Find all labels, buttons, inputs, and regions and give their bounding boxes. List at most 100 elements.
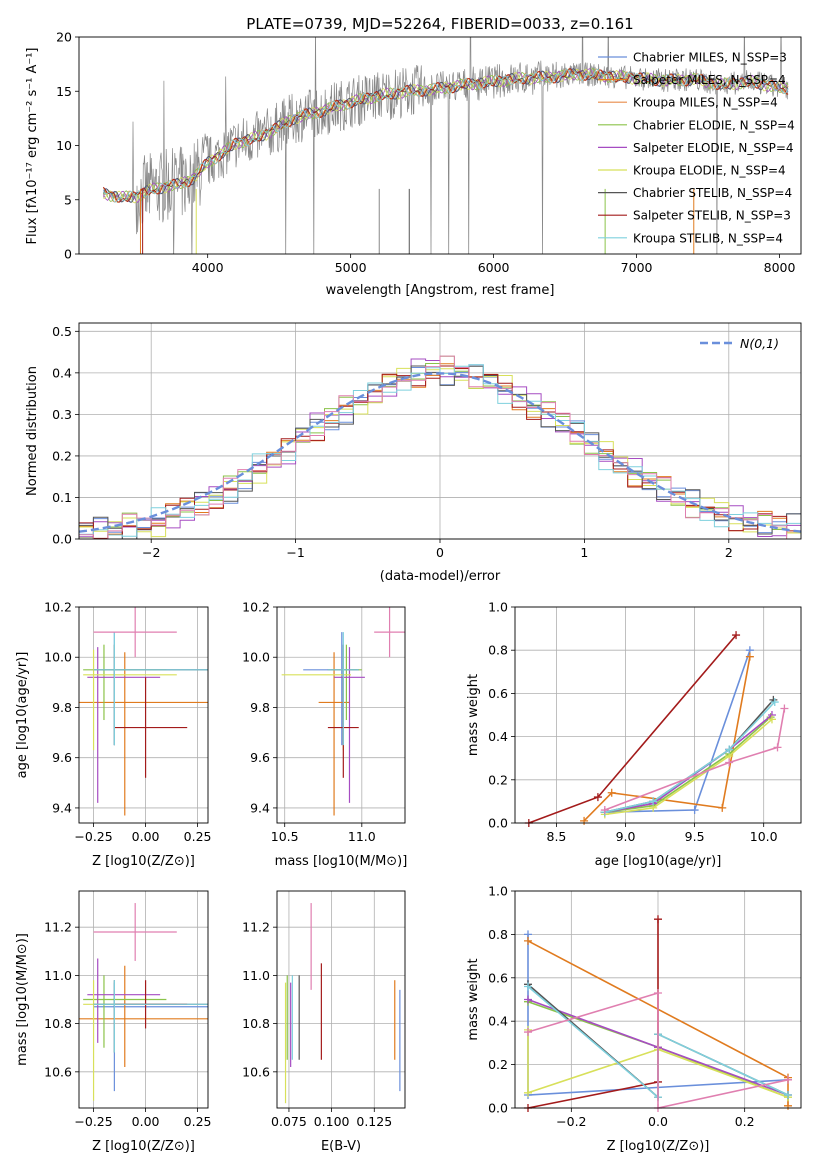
age-vs-mass-ytick-label-1: 9.6 — [250, 750, 270, 765]
gaussian-reference-line — [79, 372, 801, 533]
mass-weight-vs-age-series-7 — [604, 701, 776, 813]
mass-vs-ebv-frame — [276, 890, 406, 1109]
mass-weight-vs-z-marker-1-0 — [524, 936, 532, 945]
spectrum-ytick-label-0: 0 — [64, 247, 72, 262]
legend-gaussian-label: N(0,1) — [740, 336, 779, 351]
mass-weight-vs-z-axes: −0.2 0.0 0.2 0.0 0.2 0.4 0.6 0.8 1.0 — [488, 884, 801, 1129]
spectrum-xtick-label-4: 8000 — [764, 260, 796, 275]
mass-weight-vs-age-marker-0-1 — [690, 806, 699, 815]
age-vs-z-frame — [78, 606, 209, 824]
mass-weight-vs-z-ytick-label-2: 0.4 — [488, 1014, 508, 1029]
residuals-xtick-label-3: 1 — [580, 545, 588, 560]
mass-weight-vs-age-series-0 — [604, 649, 751, 813]
legend-entry-5: Kroupa ELODIE, N_SSP=4 — [633, 164, 786, 178]
mass-weight-vs-age-marker-1-2 — [718, 803, 727, 812]
mass-weight-vs-z-ytick-label-5: 1.0 — [488, 884, 508, 899]
mass-vs-z-frame — [78, 890, 209, 1109]
legend-entry-2: Kroupa MILES, N_SSP=4 — [633, 96, 778, 110]
mass-weight-vs-age-marker-8-1 — [725, 758, 734, 767]
mass-weight-vs-age-series-1 — [583, 656, 751, 822]
spectrum-frame — [78, 36, 802, 255]
age-vs-z-ylabel: age [log10(age/yr)] — [15, 652, 30, 779]
mass-weight-vs-z-xtick-label-1: 0.0 — [648, 1114, 668, 1129]
mass-vs-z-xtick-label-0: −0.25 — [74, 1114, 112, 1129]
mass-weight-vs-age-marker-8-2 — [773, 743, 782, 752]
mass-weight-vs-age-xlabel: age [log10(age/yr)] — [595, 854, 722, 869]
spectrum-data-line — [102, 37, 789, 254]
residuals-xtick-label-1: −1 — [286, 545, 304, 560]
mass-weight-vs-z-ytick-label-3: 0.6 — [488, 970, 508, 985]
mass-vs-ebv-axes: 0.075 0.100 0.125 10.6 10.8 11.0 11.2 — [242, 891, 405, 1129]
legend-entry-0: Chabrier MILES, N_SSP=3 — [633, 51, 787, 65]
spectrum-ytick-label-4: 20 — [56, 30, 72, 45]
age-vs-mass-ytick-label-0: 9.4 — [250, 800, 270, 815]
mass-weight-vs-z-ytick-label-0: 0.0 — [488, 1101, 508, 1116]
age-vs-mass-xtick-label-0: 10.5 — [271, 829, 299, 844]
mass-vs-ebv-xtick-label-1: 0.100 — [314, 1114, 350, 1129]
spectrum-xtick-label-0: 4000 — [192, 260, 224, 275]
age-vs-z-axes: −0.25 0.00 0.25 9.4 9.6 9.8 10.0 10.2 — [44, 600, 211, 845]
mass-weight-vs-age-marker-1-1 — [607, 788, 616, 797]
age-vs-z-ytick-label-1: 9.6 — [52, 750, 72, 765]
mass-weight-vs-age-ytick-label-5: 1.0 — [488, 600, 508, 615]
mass-weight-vs-age-marker-8-0 — [600, 806, 609, 815]
mass-vs-ebv-ytick-label-1: 10.8 — [242, 1016, 270, 1031]
age-vs-mass-axes: 10.5 11.0 9.4 9.6 9.8 10.0 10.2 — [242, 600, 405, 844]
mass-weight-vs-z-series-4 — [527, 1029, 789, 1098]
mass-vs-z-xtick-label-1: 0.00 — [132, 1114, 160, 1129]
mass-vs-ebv-xlabel: E(B-V) — [321, 1139, 361, 1154]
age-vs-z-xtick-label-0: −0.25 — [74, 829, 112, 844]
mass-weight-vs-z-ytick-label-4: 0.8 — [488, 927, 508, 942]
spectrum-ytick-label-2: 10 — [56, 138, 72, 153]
residuals-xlabel: (data-model)/error — [380, 569, 501, 584]
mass-weight-vs-age-marker-7-1 — [649, 797, 658, 806]
residuals-xtick-label-4: 2 — [725, 545, 733, 560]
age-vs-mass-xtick-label-1: 11.0 — [348, 829, 376, 844]
mass-weight-vs-age-xtick-label-1: 9.0 — [616, 829, 636, 844]
age-vs-mass-xlabel: mass [log10(M/M⊙)] — [275, 854, 408, 869]
mass-weight-vs-z-marker-4-1 — [524, 1088, 532, 1097]
residuals-ytick-label-5: 0.5 — [52, 324, 72, 339]
age-vs-z-ytick-label-2: 9.8 — [52, 700, 72, 715]
mass-weight-vs-age-frame — [514, 606, 802, 824]
mass-vs-ebv-xtick-label-2: 0.125 — [356, 1114, 392, 1129]
mass-weight-vs-age-xtick-label-3: 10.0 — [750, 829, 778, 844]
mass-weight-vs-age-ytick-label-1: 0.2 — [488, 772, 508, 787]
age-vs-mass-frame — [276, 606, 406, 824]
spectrum-model-line-5 — [103, 68, 789, 204]
mass-weight-vs-age-marker-1-0 — [580, 816, 589, 825]
mass-weight-vs-age-ytick-label-2: 0.4 — [488, 729, 508, 744]
age-vs-mass-ytick-label-3: 10.0 — [242, 650, 270, 665]
mass-weight-vs-z-marker-8-1 — [654, 988, 662, 997]
age-vs-mass-ytick-label-2: 9.8 — [250, 700, 270, 715]
legend-entry-8: Kroupa STELIB, N_SSP=4 — [633, 231, 783, 245]
spectrum-xlabel: wavelength [Angstrom, rest frame] — [326, 283, 555, 298]
spectrum-xtick-label-1: 5000 — [335, 260, 367, 275]
residuals-ytick-label-4: 0.4 — [52, 365, 72, 380]
mass-vs-ebv-ytick-label-0: 10.6 — [242, 1064, 270, 1079]
mass-weight-vs-age-xtick-label-0: 8.5 — [547, 829, 567, 844]
mass-weight-vs-age-series-8 — [604, 708, 786, 811]
mass-weight-vs-z-series-8 — [527, 991, 789, 1109]
spectrum-xtick-label-2: 6000 — [478, 260, 510, 275]
spectrum-model-line-8 — [102, 68, 789, 203]
mass-weight-vs-z-ylabel: mass weight — [466, 958, 481, 1040]
mass-weight-vs-age-ytick-label-0: 0.0 — [488, 816, 508, 831]
mass-weight-vs-age-series-6 — [528, 634, 737, 824]
mass-weight-vs-z-marker-1-2 — [784, 1101, 792, 1110]
mass-vs-ebv-xtick-label-0: 0.075 — [271, 1114, 307, 1129]
mass-weight-vs-z-marker-7-3 — [784, 1090, 792, 1099]
spectrum-model-line-7 — [103, 68, 789, 203]
mass-weight-vs-age-ytick-label-4: 0.8 — [488, 643, 508, 658]
mass-weight-vs-age-series-2 — [604, 716, 772, 813]
spectrum-xtick-label-3: 7000 — [621, 260, 653, 275]
mass-vs-ebv-ytick-label-3: 11.2 — [242, 920, 270, 935]
residuals-frame — [78, 322, 802, 540]
spectrum-ytick-label-1: 5 — [64, 192, 72, 207]
legend-entry-1: Salpeter MILES, N_SSP=4 — [633, 73, 786, 87]
age-vs-mass-ytick-label-4: 10.2 — [242, 600, 270, 615]
legend-entry-3: Chabrier ELODIE, N_SSP=4 — [633, 118, 795, 132]
mass-weight-vs-z-frame — [514, 890, 802, 1109]
residuals-ytick-label-0: 0.0 — [52, 532, 72, 547]
